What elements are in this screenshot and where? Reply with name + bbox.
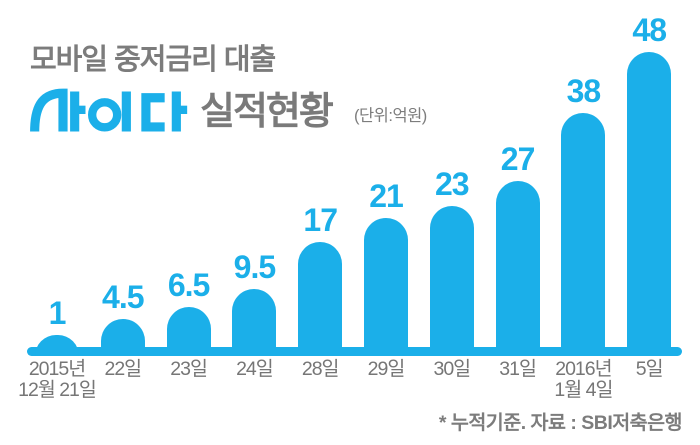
bar-value-label: 17 xyxy=(303,202,338,238)
chart-subtitle: 실적현황 xyxy=(200,91,334,133)
bar-value-label: 27 xyxy=(500,141,536,177)
source-note: * 누적기준. 자료 : SBI저축은행 xyxy=(438,412,683,434)
x-axis-label: 28일 xyxy=(301,358,340,380)
x-axis-label: 2016년 1월 4일 xyxy=(554,358,613,401)
bar xyxy=(166,307,211,356)
bar xyxy=(495,181,540,356)
bar xyxy=(627,52,672,356)
bar xyxy=(35,335,79,356)
bar xyxy=(298,242,343,356)
bar-value-label: 6.5 xyxy=(167,267,210,303)
bar-value-label: 38 xyxy=(566,73,602,109)
x-axis-label: 5일 xyxy=(635,358,664,380)
bar-value-label: 9.5 xyxy=(233,249,276,285)
bar xyxy=(429,206,474,356)
bar xyxy=(100,319,145,356)
x-axis-label: 30일 xyxy=(433,358,471,380)
x-axis-label: 29일 xyxy=(367,358,406,380)
bar xyxy=(561,113,606,356)
x-axis-label: 31일 xyxy=(499,358,537,380)
bar-value-label: 21 xyxy=(369,178,404,214)
x-axis-label: 23일 xyxy=(170,358,208,380)
cider-brand-logo-icon xyxy=(30,88,188,132)
bar-value-label: 1 xyxy=(48,295,67,331)
bar xyxy=(232,289,277,356)
bar-value-label: 23 xyxy=(435,166,470,202)
unit-note: (단위:억원) xyxy=(354,107,427,125)
x-axis-baseline xyxy=(27,347,682,356)
x-axis-label: 22일 xyxy=(104,358,142,380)
bar-value-label: 48 xyxy=(632,12,667,48)
x-axis-label: 24일 xyxy=(236,358,274,380)
page-title: 모바일 중저금리 대출 xyxy=(30,44,276,76)
bar xyxy=(364,218,408,356)
x-axis-label: 2015년 12월 21일 xyxy=(18,358,97,401)
bar-value-label: 4.5 xyxy=(102,279,144,315)
